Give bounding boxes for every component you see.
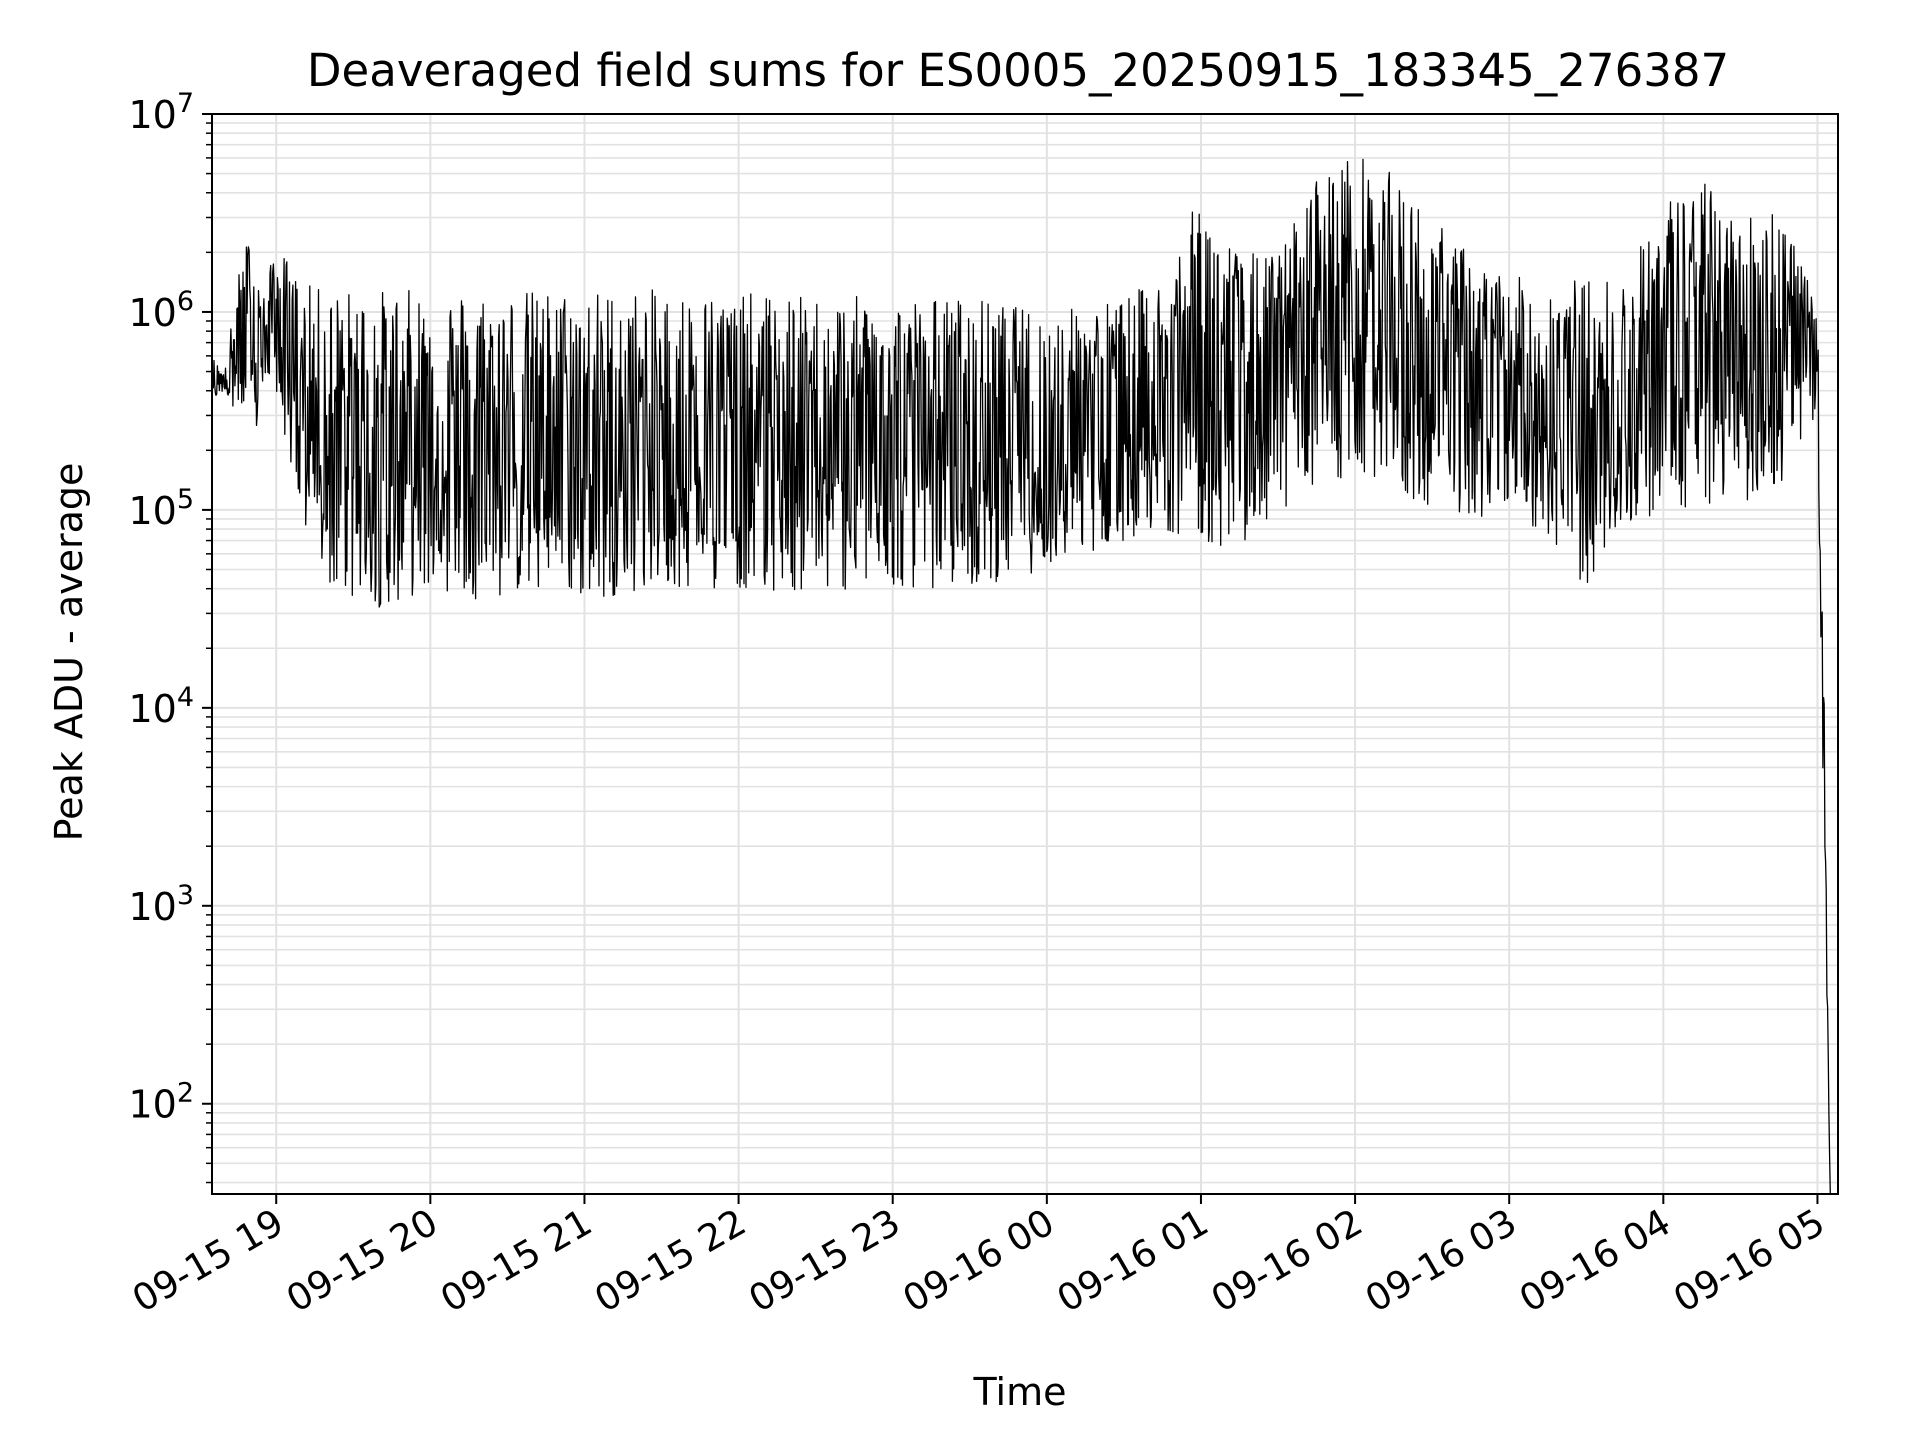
y-tick-label: 103	[128, 880, 194, 929]
chart-title: Deaveraged field sums for ES0005_2025091…	[307, 44, 1729, 97]
y-axis-label: Peak ADU - average	[47, 463, 91, 842]
series-line	[211, 158, 1831, 1195]
y-tick-label: 107	[128, 88, 194, 137]
y-tick-label: 104	[128, 682, 194, 731]
y-tick-label: 102	[128, 1078, 194, 1127]
data-layer	[211, 158, 1831, 1195]
x-axis-label: Time	[973, 1370, 1067, 1414]
y-tick-label: 105	[128, 484, 194, 533]
plot-frame	[211, 113, 1839, 1195]
y-tick-label: 106	[128, 286, 194, 335]
